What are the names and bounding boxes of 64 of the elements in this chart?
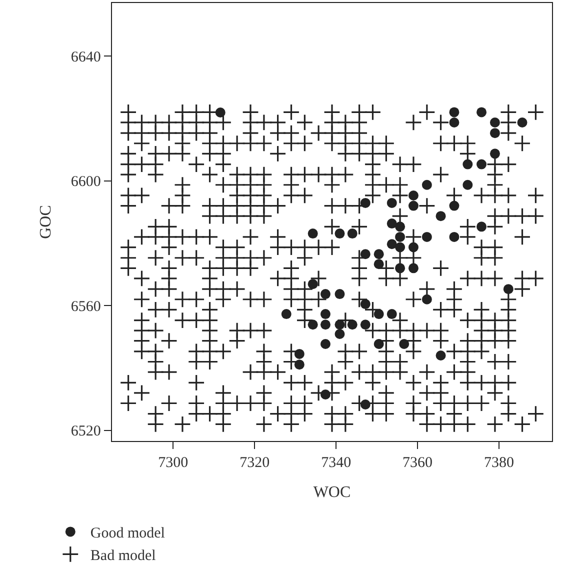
- point: [476, 222, 487, 232]
- point: [320, 338, 330, 349]
- point: [320, 289, 330, 300]
- x-tick-label: 7340: [321, 455, 352, 472]
- y-tick-label: 6600: [70, 174, 101, 190]
- point: [408, 190, 418, 200]
- point: [215, 108, 226, 118]
- point: [386, 198, 397, 208]
- y-tick-label: 6560: [70, 298, 101, 315]
- point: [490, 148, 500, 159]
- point: [386, 239, 397, 250]
- point: [422, 180, 432, 190]
- point: [476, 107, 487, 118]
- point: [360, 320, 370, 330]
- point: [408, 263, 418, 274]
- point: [308, 320, 318, 330]
- x-tick-label: 7360: [402, 455, 433, 472]
- point: [374, 309, 384, 320]
- x-tick-label: 7380: [484, 455, 514, 472]
- point: [449, 117, 460, 128]
- point: [422, 294, 432, 304]
- point: [503, 284, 514, 294]
- point: [395, 242, 406, 252]
- legend-label: Bad model: [90, 548, 156, 564]
- point: [462, 159, 473, 170]
- point: [462, 180, 473, 190]
- point: [449, 200, 460, 211]
- point: [386, 218, 397, 229]
- x-axis-title: WOC: [313, 484, 351, 501]
- point: [399, 338, 410, 349]
- point: [281, 309, 292, 320]
- point: [449, 107, 460, 118]
- point: [360, 299, 370, 310]
- point: [347, 228, 358, 239]
- point: [490, 128, 500, 138]
- point: [308, 228, 318, 239]
- point: [436, 350, 446, 361]
- point: [374, 259, 384, 270]
- point: [294, 360, 304, 370]
- point: [408, 200, 418, 211]
- point: [320, 309, 330, 320]
- point: [374, 249, 384, 260]
- legend-label: Good model: [90, 526, 165, 542]
- point: [422, 232, 432, 242]
- point: [334, 329, 345, 339]
- point: [476, 159, 487, 170]
- point: [449, 232, 460, 242]
- x-tick-label: 7300: [158, 455, 188, 472]
- point: [436, 211, 446, 222]
- point: [347, 320, 358, 330]
- point: [308, 279, 318, 290]
- point: [334, 289, 345, 300]
- point: [386, 309, 397, 320]
- point: [320, 320, 330, 330]
- x-tick-label: 7320: [240, 455, 270, 472]
- y-tick-label: 6640: [70, 49, 101, 66]
- y-axis-title: GOC: [38, 205, 55, 239]
- point: [374, 338, 384, 349]
- y-tick-label: 6520: [70, 424, 101, 440]
- point: [395, 222, 406, 232]
- point: [517, 117, 528, 128]
- point: [395, 232, 406, 242]
- point: [334, 228, 345, 239]
- point: [490, 117, 500, 128]
